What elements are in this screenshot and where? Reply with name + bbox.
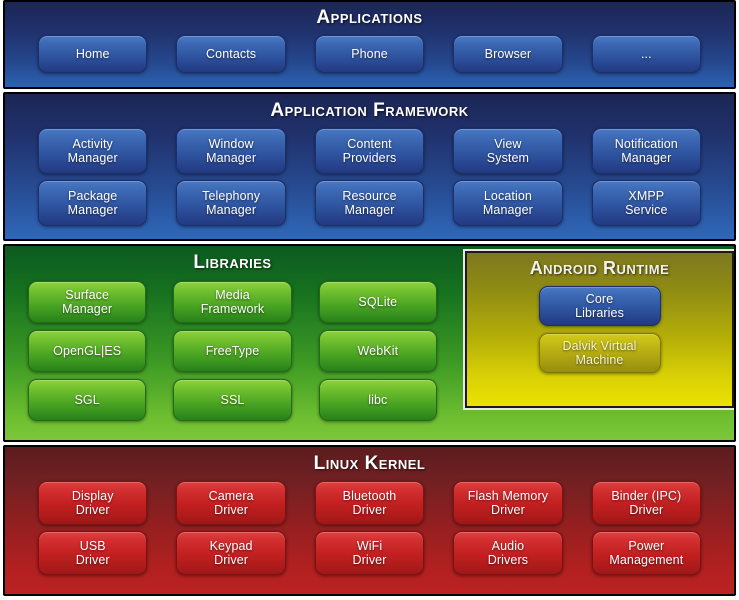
node-sqlite[interactable]: SQLite: [318, 281, 437, 323]
runtime-node-row-1: Core Libraries: [467, 279, 732, 326]
node-browser[interactable]: Browser: [453, 35, 563, 73]
layer-android-runtime-title: Android Runtime: [529, 258, 670, 278]
node-xmpp-service[interactable]: XMPP Service: [591, 180, 702, 226]
node-libc[interactable]: libc: [318, 379, 437, 421]
node-power-management[interactable]: Power Management: [591, 531, 702, 575]
node-keypad-driver[interactable]: Keypad Driver: [176, 531, 286, 575]
layer-libraries: Libraries Surface Manager Media Framework …: [5, 246, 460, 440]
layer-libraries-title: Libraries: [193, 252, 272, 273]
band-libraries-runtime: Libraries Surface Manager Media Framework …: [3, 244, 736, 442]
node-binder-ipc-driver[interactable]: Binder (IPC) Driver: [591, 481, 702, 525]
node-view-system[interactable]: View System: [453, 128, 563, 174]
node-core-libraries[interactable]: Core Libraries: [538, 286, 661, 326]
layer-applications: Applications Home Contacts Phone Browser…: [3, 0, 736, 89]
node-window-manager[interactable]: Window Manager: [176, 128, 286, 174]
node-more[interactable]: ...: [591, 35, 702, 73]
node-audio-drivers[interactable]: Audio Drivers: [453, 531, 563, 575]
node-phone[interactable]: Phone: [314, 35, 425, 73]
node-wifi-driver[interactable]: WiFi Driver: [314, 531, 425, 575]
node-sgl[interactable]: SGL: [28, 379, 147, 421]
layer-applications-title: Applications: [316, 7, 423, 28]
kernel-node-row-2: USB Driver Keypad Driver WiFi Driver Audio D…: [5, 525, 734, 575]
runtime-node-row-2: Dalvik Virtual Machine: [467, 326, 732, 373]
node-location-manager[interactable]: Location Manager: [453, 180, 563, 226]
node-webkit[interactable]: WebKit: [318, 330, 437, 372]
framework-node-row-1: Activity Manager Window Manager Content Pro…: [5, 122, 734, 174]
layer-linux-kernel: Linux Kernel Display Driver Camera Driver …: [3, 445, 736, 596]
layer-android-runtime: Android Runtime Core Libraries Dalvik Vir…: [463, 249, 734, 410]
node-resource-manager[interactable]: Resource Manager: [314, 180, 425, 226]
node-flash-memory-driver[interactable]: Flash Memory Driver: [453, 481, 563, 525]
libraries-node-row-3: SGL SSL libc: [5, 372, 460, 421]
kernel-node-row-1: Display Driver Camera Driver Bluetooth Driv…: [5, 475, 734, 525]
node-camera-driver[interactable]: Camera Driver: [176, 481, 286, 525]
node-display-driver[interactable]: Display Driver: [38, 481, 148, 525]
node-bluetooth-driver[interactable]: Bluetooth Driver: [314, 481, 425, 525]
node-contacts[interactable]: Contacts: [176, 35, 286, 73]
node-package-manager[interactable]: Package Manager: [38, 180, 148, 226]
node-dalvik-virtual-machine[interactable]: Dalvik Virtual Machine: [538, 333, 661, 373]
layer-application-framework: Application Framework Activity Manager Wi…: [3, 92, 736, 241]
libraries-node-row-2: OpenGL|ES FreeType WebKit: [5, 323, 460, 372]
node-telephony-manager[interactable]: Telephony Manager: [176, 180, 286, 226]
node-activity-manager[interactable]: Activity Manager: [38, 128, 148, 174]
node-notification-manager[interactable]: Notification Manager: [591, 128, 702, 174]
framework-node-row-2: Package Manager Telephony Manager Resource…: [5, 174, 734, 226]
node-opengl-es[interactable]: OpenGL|ES: [28, 330, 147, 372]
node-media-framework[interactable]: Media Framework: [173, 281, 292, 323]
layer-linux-kernel-title: Linux Kernel: [313, 453, 426, 474]
layer-application-framework-title: Application Framework: [270, 100, 469, 121]
applications-node-row: Home Contacts Phone Browser ...: [5, 29, 734, 73]
node-content-providers[interactable]: Content Providers: [314, 128, 425, 174]
node-home[interactable]: Home: [38, 35, 148, 73]
node-surface-manager[interactable]: Surface Manager: [28, 281, 147, 323]
node-freetype[interactable]: FreeType: [173, 330, 292, 372]
libraries-node-row-1: Surface Manager Media Framework SQLite: [5, 274, 460, 323]
node-usb-driver[interactable]: USB Driver: [38, 531, 148, 575]
node-ssl[interactable]: SSL: [173, 379, 292, 421]
